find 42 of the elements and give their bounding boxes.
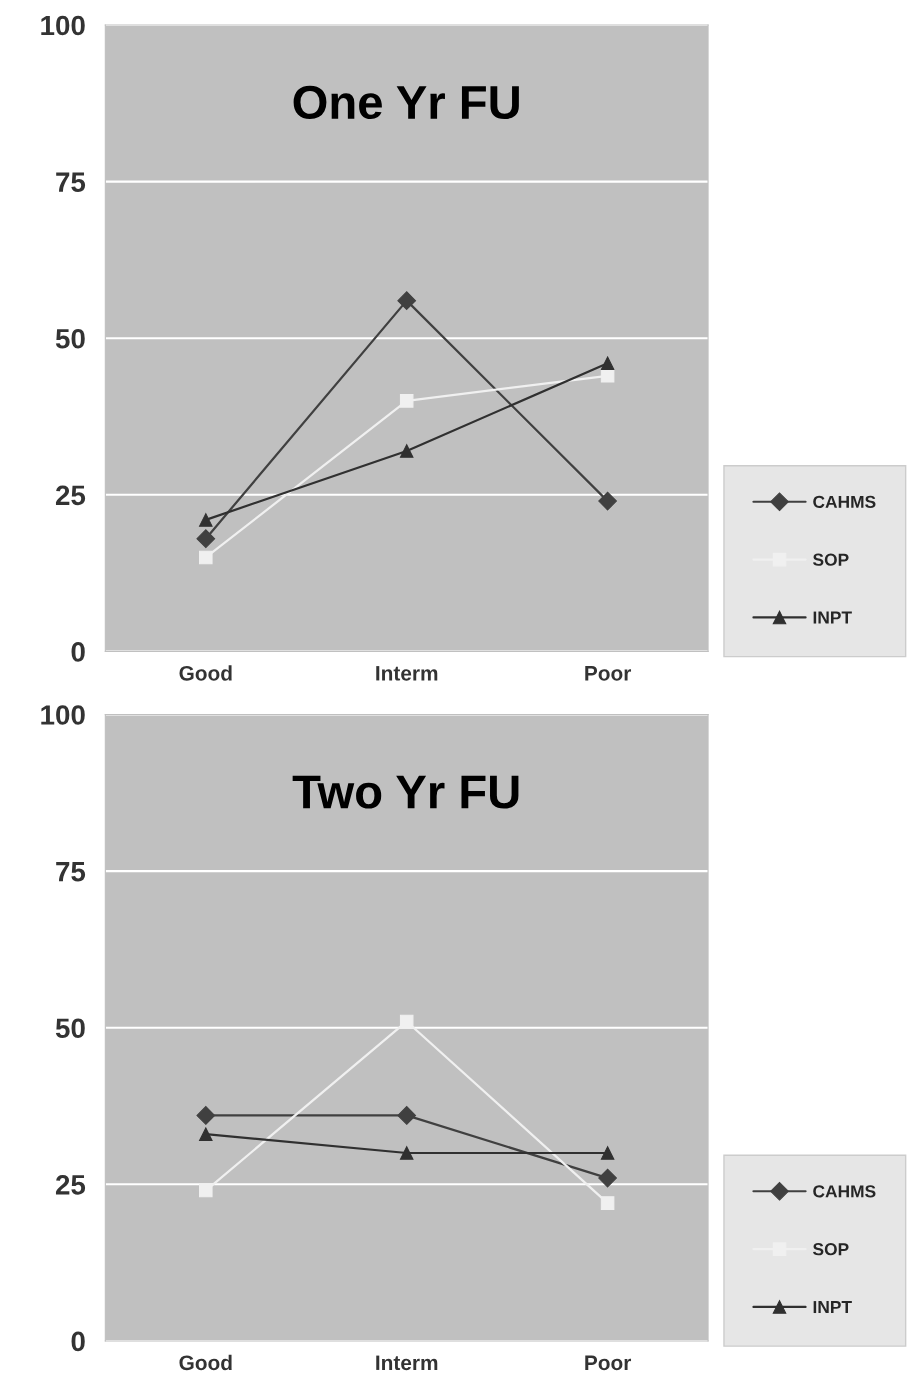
point <box>199 1127 213 1141</box>
y-tick-label: 50 <box>55 1018 85 1039</box>
point <box>399 1014 414 1029</box>
y-tick-label: 25 <box>55 485 86 506</box>
text: Two Yr FU <box>292 775 519 809</box>
point <box>600 1146 615 1160</box>
point <box>199 550 213 565</box>
point <box>399 444 414 458</box>
y-tick-label: 25 <box>55 1175 86 1195</box>
legend-label: CAHMS <box>813 495 876 508</box>
point <box>598 1168 617 1188</box>
point <box>397 291 417 310</box>
point <box>600 1196 615 1210</box>
point <box>199 513 213 527</box>
x-tick-label: Interm <box>376 1355 438 1371</box>
legend-label: SOP <box>813 1243 849 1256</box>
text: One Yr FU <box>293 85 519 120</box>
point <box>600 369 615 383</box>
point <box>598 491 617 511</box>
y-tick-label: 0 <box>71 1331 85 1352</box>
point <box>397 1106 417 1125</box>
y-tick-label: 0 <box>71 642 85 662</box>
x-tick-label: Poor <box>585 1355 632 1371</box>
y-tick-label: 100 <box>41 705 85 725</box>
point <box>600 356 615 371</box>
point <box>399 1146 414 1160</box>
legend-label: INPT <box>813 1301 852 1314</box>
y-tick-label: 75 <box>56 172 86 192</box>
point <box>399 394 414 408</box>
x-tick-label: Good <box>179 1354 232 1371</box>
legend-label: SOP <box>813 553 849 566</box>
point <box>196 1106 216 1125</box>
x-tick-label: Poor <box>585 666 632 681</box>
point <box>199 1183 213 1198</box>
legend-label: CAHMS <box>813 1185 876 1198</box>
y-tick-label: 100 <box>41 15 85 36</box>
y-tick-label: 75 <box>56 862 86 882</box>
y-tick-label: 50 <box>55 328 85 349</box>
legend-label: INPT <box>813 611 852 624</box>
point <box>196 529 216 549</box>
x-tick-label: Good <box>179 665 232 681</box>
x-tick-label: Interm <box>376 666 438 681</box>
